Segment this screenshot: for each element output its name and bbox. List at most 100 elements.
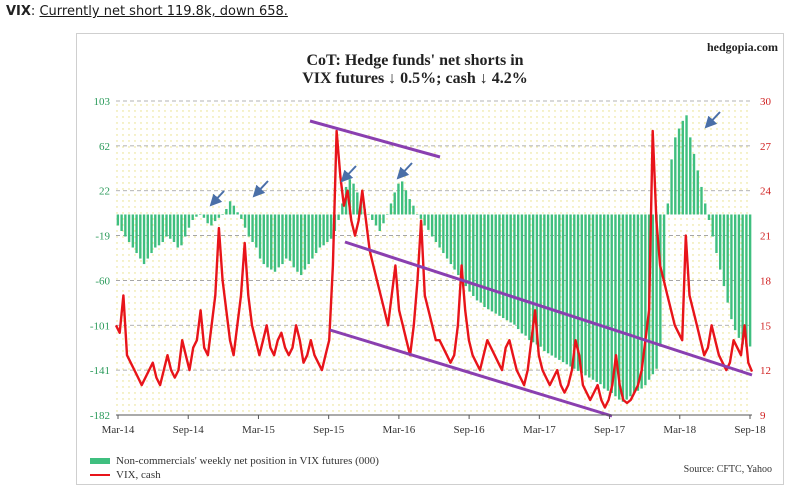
chart-title-line2: VIX futures ↓ 0.5%; cash ↓ 4.2% <box>302 70 527 87</box>
vix-line <box>114 129 754 409</box>
bar <box>498 214 501 316</box>
bar <box>307 214 310 265</box>
bar <box>337 214 340 220</box>
bar <box>599 214 602 385</box>
bar <box>490 214 494 312</box>
bar <box>640 214 643 389</box>
bar <box>674 137 677 215</box>
bar <box>730 214 733 320</box>
left-tick-label: 103 <box>94 96 111 108</box>
bar <box>142 214 146 265</box>
bar <box>659 214 662 347</box>
bar <box>352 183 355 215</box>
right-tick-label: 12 <box>760 365 771 377</box>
bar <box>569 214 572 367</box>
caption-link[interactable]: Currently net short 119.8k, down 658. <box>39 4 288 19</box>
bar <box>270 214 273 270</box>
bar <box>438 214 441 248</box>
bar <box>632 214 636 393</box>
bar <box>651 214 655 375</box>
arrow-icon <box>209 190 225 207</box>
left-tick-label: -60 <box>95 275 110 287</box>
bar <box>543 214 546 352</box>
bar <box>681 120 684 215</box>
bar <box>124 214 127 237</box>
arrow-icon <box>396 162 413 180</box>
bar <box>187 214 191 228</box>
bar <box>210 214 213 226</box>
bar <box>629 214 632 397</box>
right-tick-label: 27 <box>760 141 772 153</box>
bar <box>161 214 164 243</box>
right-axis: 30 27 24 21 18 15 12 9 <box>760 96 772 422</box>
bar <box>172 214 176 243</box>
bar <box>614 214 617 397</box>
bar <box>502 214 505 319</box>
bar <box>318 214 322 248</box>
bar <box>228 201 232 215</box>
bar <box>393 192 396 215</box>
arrow-icon <box>704 111 721 129</box>
x-tick-label: Mar-18 <box>663 424 696 436</box>
bar <box>371 214 374 220</box>
bar <box>621 214 625 402</box>
legend: Non-commercials' weekly net position in … <box>90 454 379 482</box>
bar <box>442 214 445 254</box>
bar <box>576 214 580 371</box>
x-tick-label: Sep-17 <box>594 424 626 436</box>
right-tick-label: 24 <box>760 186 772 198</box>
bar <box>415 214 419 215</box>
bar <box>670 159 673 215</box>
bar <box>606 214 610 391</box>
bar <box>696 170 699 215</box>
bar <box>539 214 542 347</box>
bar <box>427 214 430 230</box>
bar <box>487 214 490 310</box>
bar <box>636 214 640 391</box>
bar <box>565 214 569 365</box>
bar <box>408 199 411 215</box>
bar <box>722 214 726 287</box>
bar <box>535 214 539 345</box>
bar <box>655 214 658 369</box>
legend-label-line: VIX, cash <box>116 469 161 481</box>
bar <box>715 214 718 254</box>
bar <box>719 214 722 270</box>
bar <box>546 214 550 354</box>
bar <box>516 214 520 330</box>
bar <box>116 214 120 226</box>
bar <box>457 214 460 276</box>
bar <box>382 214 385 224</box>
trend-channels <box>309 119 753 418</box>
bar <box>240 214 243 219</box>
annotation-arrows <box>209 111 721 207</box>
bar <box>573 214 576 369</box>
bar <box>505 214 509 321</box>
bar-series <box>116 115 752 402</box>
bar <box>202 214 206 218</box>
bar <box>561 214 565 363</box>
x-tick-label: Mar-17 <box>523 424 556 436</box>
bar <box>479 214 482 303</box>
bar <box>528 214 531 341</box>
x-tick-label: Mar-15 <box>242 424 275 436</box>
bar <box>625 214 628 400</box>
bar <box>378 214 381 232</box>
bar <box>554 214 557 358</box>
bar <box>685 115 688 215</box>
bar <box>524 214 527 336</box>
bar <box>348 179 352 215</box>
bar <box>531 214 535 343</box>
bar <box>689 137 692 215</box>
bar <box>281 214 284 265</box>
bar <box>550 214 554 356</box>
bar <box>341 203 344 215</box>
bar <box>700 186 703 215</box>
bar <box>662 214 666 281</box>
bar <box>277 214 280 268</box>
bar <box>374 214 378 226</box>
bar <box>397 183 400 215</box>
bar <box>221 214 224 215</box>
bar <box>329 214 333 239</box>
